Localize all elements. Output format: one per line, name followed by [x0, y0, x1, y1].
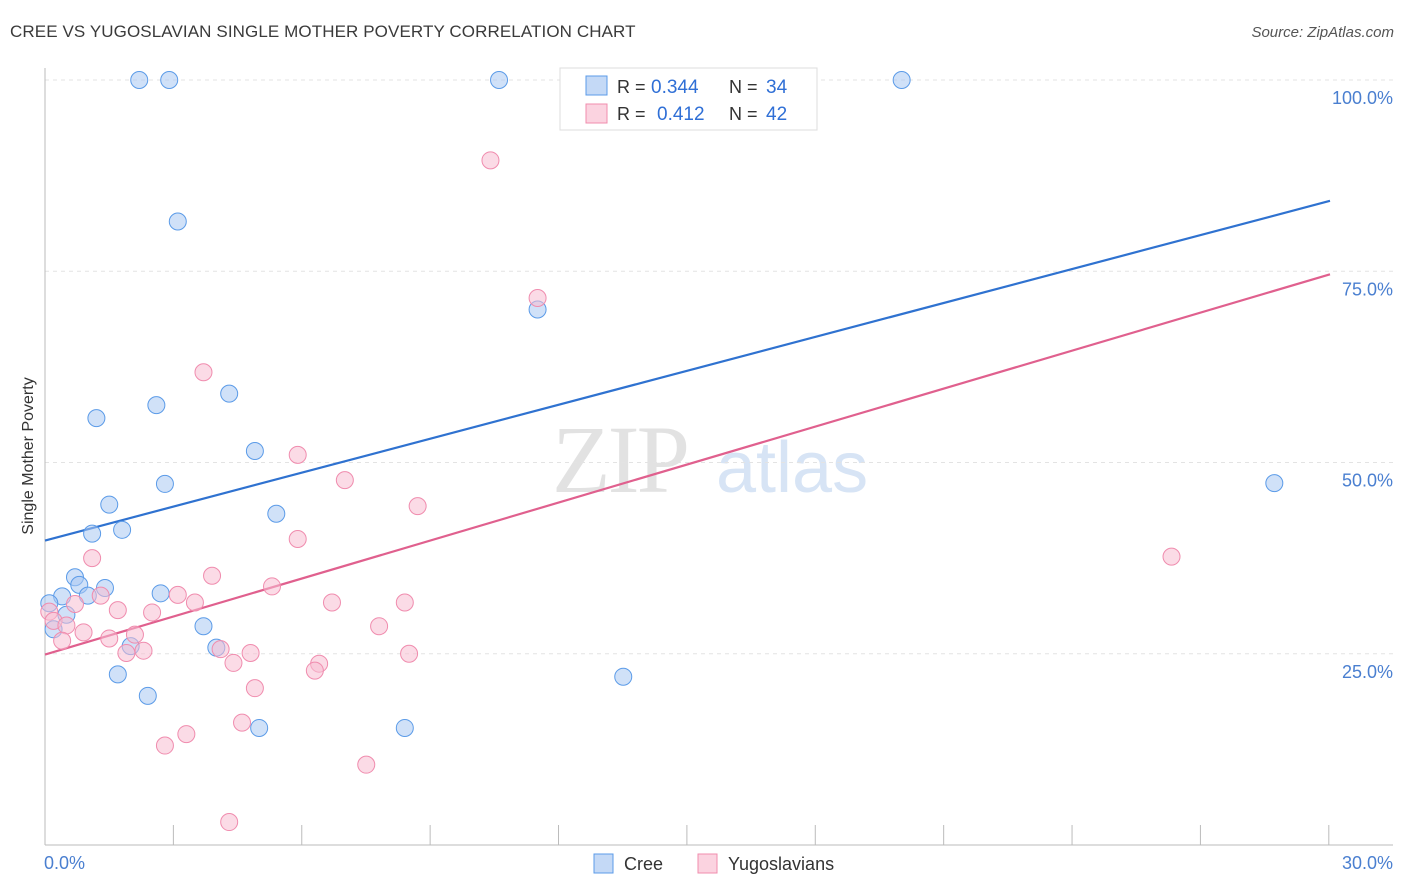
x-tick-label-max: 30.0% — [1342, 853, 1393, 873]
point-yugoslavians — [168, 585, 187, 604]
y-axis-label: Single Mother Poverty — [20, 377, 37, 534]
point-cree — [83, 524, 102, 543]
point-yugoslavians — [335, 471, 354, 490]
stats-r-label-cree: R = — [617, 77, 646, 97]
legend-label-yugoslavians: Yugoslavians — [728, 854, 834, 874]
point-cree — [130, 71, 149, 89]
point-yugoslavians — [211, 640, 230, 659]
stats-r-value-yugoslavians: 0.412 — [657, 104, 705, 125]
point-yugoslavians — [263, 577, 282, 596]
watermark: ZIP atlas — [552, 406, 868, 513]
stats-n-value-yugoslavians: 42 — [766, 104, 787, 125]
point-yugoslavians — [83, 549, 102, 568]
legend-swatch-cree — [593, 853, 614, 874]
point-yugoslavians — [481, 151, 500, 170]
axes — [44, 68, 1393, 846]
point-yugoslavians — [194, 363, 213, 382]
trend-line-cree — [44, 199, 1331, 542]
point-cree — [155, 474, 174, 493]
trend-lines — [44, 199, 1331, 656]
point-yugoslavians — [357, 755, 376, 774]
point-cree — [245, 442, 264, 461]
point-cree — [250, 718, 269, 737]
chart-source: Source: ZipAtlas.com — [1251, 24, 1394, 41]
point-yugoslavians — [220, 813, 239, 832]
point-yugoslavians — [395, 593, 414, 612]
point-yugoslavians — [57, 616, 76, 635]
point-yugoslavians — [245, 679, 264, 698]
point-yugoslavians — [100, 629, 119, 648]
point-yugoslavians — [74, 623, 93, 642]
point-yugoslavians — [53, 631, 72, 650]
point-cree — [160, 71, 179, 89]
point-cree — [151, 584, 170, 603]
point-cree — [108, 665, 127, 684]
point-cree — [147, 396, 166, 415]
point-yugoslavians — [528, 289, 547, 308]
point-yugoslavians — [91, 586, 110, 605]
point-yugoslavians — [177, 725, 196, 744]
point-yugoslavians — [134, 641, 153, 660]
point-cree — [1265, 474, 1284, 493]
point-cree — [113, 520, 132, 539]
trend-line-yugoslavians — [44, 273, 1331, 656]
point-yugoslavians — [288, 530, 307, 548]
stats-n-value-cree: 34 — [766, 77, 788, 98]
stats-swatch-yugoslavians — [585, 103, 608, 124]
point-yugoslavians — [224, 653, 243, 672]
point-yugoslavians — [322, 593, 341, 612]
point-yugoslavians — [108, 601, 127, 620]
point-yugoslavians — [65, 595, 84, 614]
watermark-atlas: atlas — [716, 428, 868, 508]
point-yugoslavians — [155, 736, 174, 755]
stats-n-label-yugoslavians: N = — [729, 104, 758, 124]
point-cree — [138, 686, 157, 705]
point-yugoslavians — [305, 661, 324, 680]
stats-swatch-cree — [585, 75, 608, 96]
stats-box: R = 0.344 N = 34 R = 0.412 N = 42 — [559, 67, 818, 131]
y-tick-label: 50.0% — [1342, 471, 1393, 491]
point-yugoslavians — [203, 566, 222, 585]
point-yugoslavians — [185, 593, 204, 612]
y-tick-label: 100.0% — [1332, 88, 1393, 108]
point-yugoslavians — [233, 713, 252, 732]
point-yugoslavians — [288, 445, 307, 464]
point-yugoslavians — [400, 644, 419, 663]
point-yugoslavians — [1162, 547, 1181, 566]
point-cree — [220, 384, 239, 403]
point-cree — [395, 718, 414, 737]
y-tick-labels: 25.0% 50.0% 75.0% 100.0% — [1332, 88, 1393, 682]
point-yugoslavians — [241, 643, 260, 662]
point-yugoslavians — [143, 603, 162, 622]
legend-label-cree: Cree — [624, 854, 663, 874]
point-yugoslavians — [117, 643, 136, 662]
point-yugoslavians — [408, 497, 427, 516]
legend: Cree Yugoslavians — [593, 853, 834, 874]
stats-r-value-cree: 0.344 — [651, 77, 699, 98]
point-yugoslavians — [370, 617, 389, 636]
point-cree — [168, 212, 187, 231]
point-cree — [194, 617, 213, 636]
point-cree — [100, 495, 119, 514]
gridlines — [45, 79, 1393, 655]
x-tick-label-min: 0.0% — [44, 853, 85, 873]
stats-n-label-cree: N = — [729, 77, 758, 97]
stats-r-label-yugoslavians: R = — [617, 104, 646, 124]
legend-swatch-yugoslavians — [697, 853, 718, 874]
point-cree — [892, 71, 911, 89]
point-cree — [614, 667, 633, 686]
point-cree — [490, 71, 509, 89]
point-cree — [87, 409, 106, 428]
chart-title: CREE VS YUGOSLAVIAN SINGLE MOTHER POVERT… — [10, 22, 636, 41]
point-cree — [267, 504, 286, 523]
y-tick-label: 75.0% — [1342, 279, 1393, 299]
point-yugoslavians — [125, 625, 144, 644]
y-tick-label: 25.0% — [1342, 662, 1393, 682]
watermark-zip: ZIP — [552, 406, 687, 513]
